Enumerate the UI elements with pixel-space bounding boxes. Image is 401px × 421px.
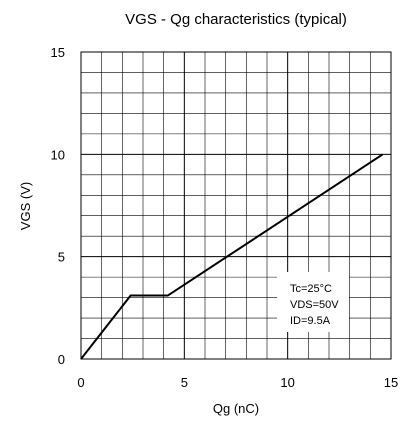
- y-axis-label: VGS (V): [18, 182, 33, 230]
- x-tick-label: 10: [280, 375, 294, 390]
- y-tick-label: 10: [51, 147, 65, 162]
- x-axis-label: Qg (nC): [213, 401, 259, 416]
- x-tick-labels: 0 5 10 15: [77, 375, 398, 390]
- annotation-vds: VDS=50V: [290, 299, 339, 311]
- y-tick-label: 15: [51, 45, 65, 60]
- y-tick-label: 5: [58, 250, 65, 265]
- x-tick-label: 15: [384, 375, 398, 390]
- annotation-id: ID=9.5A: [290, 315, 331, 327]
- x-tick-label: 5: [181, 375, 188, 390]
- annotation-temperature: Tc=25°C: [290, 283, 332, 295]
- y-tick-labels: 0 5 10 15: [51, 45, 65, 367]
- plot-area: [81, 52, 391, 359]
- series-layer: [80, 153, 384, 360]
- y-tick-label: 0: [58, 352, 65, 367]
- plot-frame: [80, 51, 392, 360]
- annotation-box-background: [277, 272, 349, 332]
- minor-grid: [81, 52, 391, 359]
- x-tick-label: 0: [77, 375, 84, 390]
- chart-title: VGS - Qg characteristics (typical): [125, 11, 347, 28]
- annotation-box: Tc=25°C VDS=50V ID=9.5A: [277, 272, 349, 332]
- series-line-0: [80, 153, 384, 360]
